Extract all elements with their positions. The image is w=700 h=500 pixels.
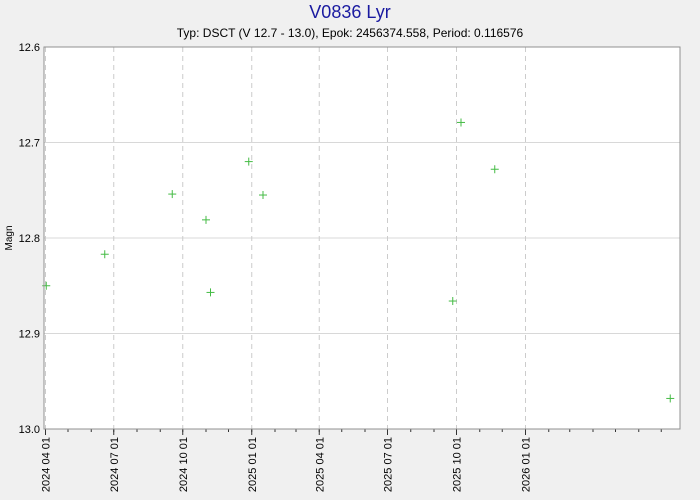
data-point xyxy=(206,288,215,297)
data-point xyxy=(168,190,177,199)
data-point xyxy=(490,165,499,174)
data-points xyxy=(42,118,675,403)
x-tick-label: 2025 10 01 xyxy=(452,437,464,492)
x-tick-label: 2024 10 01 xyxy=(178,437,190,492)
y-axis-label: Magn xyxy=(4,225,15,250)
y-tick-label: 12.8 xyxy=(19,233,40,245)
grid xyxy=(44,46,680,430)
x-tick-label: 2025 01 01 xyxy=(247,437,259,492)
y-tick-label: 12.6 xyxy=(19,42,40,54)
chart-subtitle: Typ: DSCT (V 12.7 - 13.0), Epok: 2456374… xyxy=(177,26,524,40)
x-tick-label: 2025 04 01 xyxy=(314,437,326,492)
data-point xyxy=(259,191,267,200)
data-point xyxy=(448,297,457,306)
data-point xyxy=(100,250,109,259)
axis-ticks xyxy=(45,429,662,435)
data-point xyxy=(244,157,253,166)
y-tick-label: 12.7 xyxy=(19,138,40,150)
data-point xyxy=(666,394,675,403)
data-point xyxy=(202,215,210,224)
y-tick-label: 12.9 xyxy=(19,329,40,341)
x-tick-label: 2026 01 01 xyxy=(521,437,533,492)
plot-frame xyxy=(43,46,681,430)
x-tick-label: 2024 07 01 xyxy=(109,437,121,492)
chart-title: V0836 Lyr xyxy=(309,2,390,22)
y-tick-label: 13.0 xyxy=(19,424,40,436)
data-point xyxy=(457,118,465,127)
x-tick-label: 2025 07 01 xyxy=(383,437,395,492)
x-tick-label: 2024 04 01 xyxy=(41,437,53,492)
